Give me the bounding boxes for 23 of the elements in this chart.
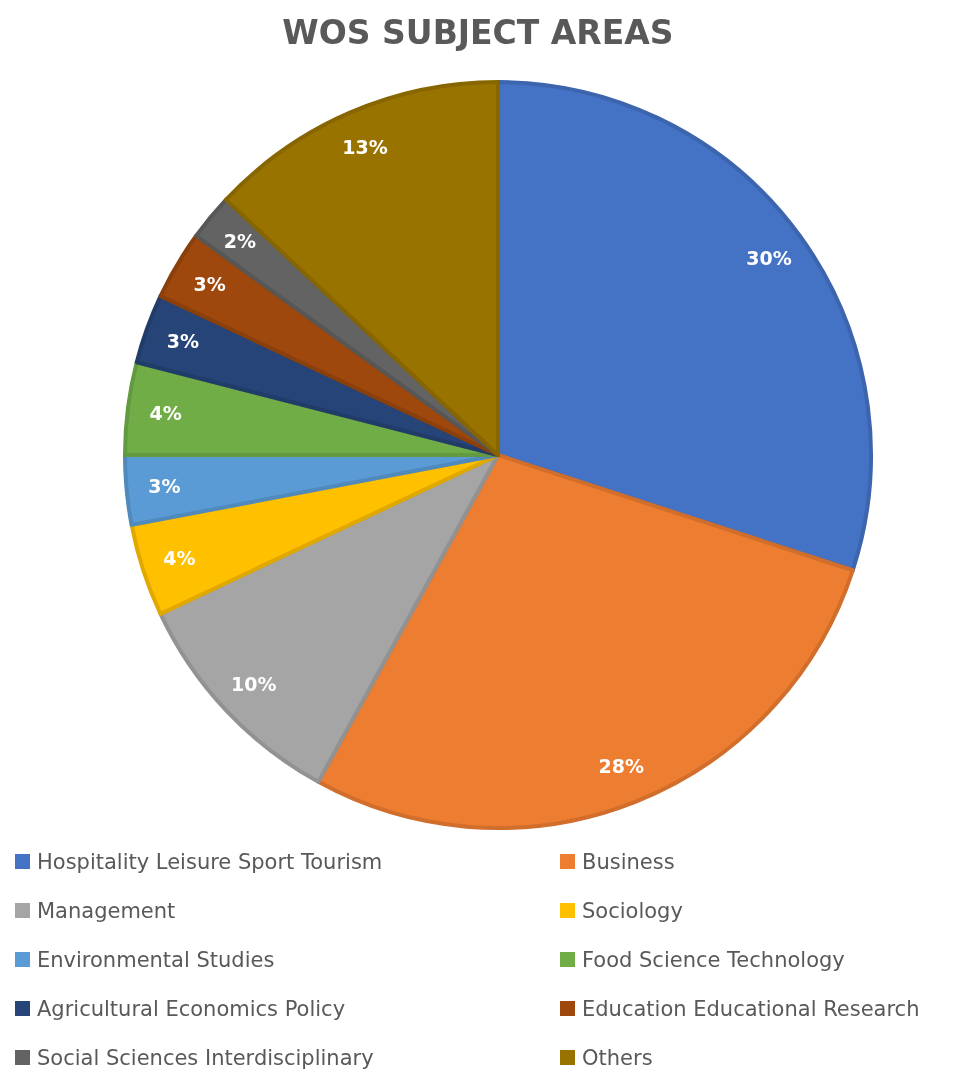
data-label: 10% bbox=[231, 672, 277, 695]
data-label: 4% bbox=[149, 401, 182, 424]
data-label: 4% bbox=[163, 547, 196, 570]
data-label: 13% bbox=[342, 136, 388, 159]
pie-slice bbox=[316, 453, 855, 830]
data-label: 28% bbox=[598, 755, 645, 778]
legend-label: Education Educational Research bbox=[582, 997, 920, 1022]
legend-label: Food Science Technology bbox=[582, 948, 845, 973]
legend-label: Sociology bbox=[582, 899, 683, 924]
data-label: 3% bbox=[148, 475, 181, 498]
legend-label: Others bbox=[582, 1046, 653, 1071]
chart-title: WOS SUBJECT AREAS bbox=[282, 13, 674, 52]
data-label: 3% bbox=[166, 330, 199, 353]
legend-label: Agricultural Economics Policy bbox=[37, 997, 346, 1022]
legend-label: Management bbox=[37, 899, 176, 924]
legend-label: Hospitality Leisure Sport Tourism bbox=[37, 850, 383, 875]
legend-label: Social Sciences Interdisciplinary bbox=[37, 1046, 374, 1071]
pie-slice bbox=[224, 80, 500, 457]
legend-label: Environmental Studies bbox=[37, 948, 275, 973]
data-label: 2% bbox=[223, 230, 257, 253]
data-label: 3% bbox=[193, 273, 226, 296]
legend-label: Business bbox=[582, 850, 675, 875]
data-label: 30% bbox=[746, 246, 792, 269]
